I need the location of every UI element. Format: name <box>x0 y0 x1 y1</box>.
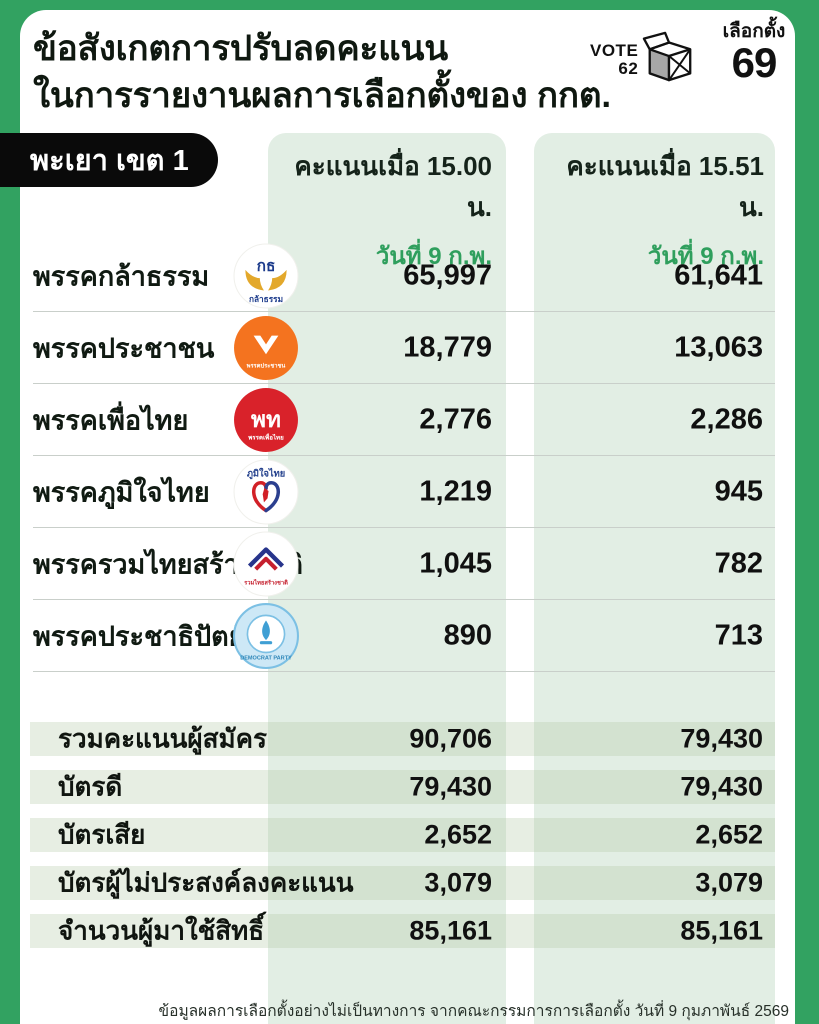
page-title-line1: ข้อสังเกตการปรับลดคะแนน <box>33 29 448 68</box>
vote62-logo: VOTE 62 <box>590 30 698 89</box>
summary-value-1551: 79,430 <box>680 771 763 802</box>
peoples-party-logo-icon: พรรคประชาชน <box>233 315 299 381</box>
svg-text:รวมไทยสร้างชาติ: รวมไทยสร้างชาติ <box>244 578 288 586</box>
united-thai-nation-party-logo-icon: รวมไทยสร้างชาติ <box>233 531 299 597</box>
score-1551: 782 <box>714 547 763 579</box>
summary-value-1500: 79,430 <box>409 771 492 802</box>
summary-label: บัตรเสีย <box>58 819 146 850</box>
summary-value-1551: 79,430 <box>680 723 763 754</box>
table-row-united-thai-nation: พรรครวมไทยสร้างชาติ รวมไทยสร้างชาติ 1,04… <box>33 528 775 600</box>
svg-text:DEMOCRAT PARTY: DEMOCRAT PARTY <box>240 655 292 661</box>
svg-text:พท: พท <box>251 406 281 432</box>
summary-row-valid-ballots: บัตรดี 79,430 79,430 <box>30 770 775 804</box>
column-header-1500-date: วันที่ 9 ก.พ. <box>375 243 492 270</box>
table-row-klatham: พรรคกล้าธรรม กธ กล้าธรรม 65,997 61,641 <box>33 240 775 312</box>
table-row-pheu-thai: พรรคเพื่อไทย พท พรรคเพื่อไทย 2,776 2,286 <box>33 384 775 456</box>
page-title-line2: ในการรายงานผลการเลือกตั้งของ กกต. <box>33 75 611 115</box>
svg-text:ภูมิใจไทย: ภูมิใจไทย <box>247 467 285 479</box>
score-1500: 2,776 <box>419 403 492 435</box>
table-row-democrat: พรรคประชาธิปัตย์ DEMOCRAT PARTY 890 713 <box>33 600 775 672</box>
party-name: พรรคเพื่อไทย <box>33 405 189 435</box>
vote62-word: VOTE <box>590 41 639 61</box>
summary-row-invalid-ballots: บัตรเสีย 2,652 2,652 <box>30 818 775 852</box>
party-name: พรรคประชาธิปัตย์ <box>33 621 245 651</box>
pheu-thai-party-logo-icon: พท พรรคเพื่อไทย <box>233 387 299 453</box>
summary-label: จำนวนผู้มาใช้สิทธิ์ <box>58 915 265 946</box>
score-1500: 1,045 <box>419 547 492 579</box>
party-rows: พรรคกล้าธรรม กธ กล้าธรรม 65,997 61,641 พ… <box>33 240 775 672</box>
summary-row-no-vote-ballots: บัตรผู้ไม่ประสงค์ลงคะแนน 3,079 3,079 <box>30 866 775 900</box>
page-title: ข้อสังเกตการปรับลดคะแนน ในการรายงานผลการ… <box>33 26 611 120</box>
vote62-number: 62 <box>618 58 639 78</box>
score-1500: 1,219 <box>419 475 492 507</box>
summary-value-1500: 3,079 <box>424 867 492 898</box>
election69-number: 69 <box>731 38 778 86</box>
ballot-box-icon <box>640 30 698 89</box>
score-1551: 945 <box>714 475 763 507</box>
column-header-1551-date: วันที่ 9 ก.พ. <box>647 243 764 270</box>
column-header-1500: คะแนนเมื่อ 15.00 น. วันที่ 9 ก.พ. <box>270 146 492 275</box>
summary-value-1551: 3,079 <box>695 867 763 898</box>
column-header-1500-title: คะแนนเมื่อ 15.00 น. <box>294 151 492 222</box>
table-row-peoples-party: พรรคประชาชน พรรคประชาชน 18,779 13,063 <box>33 312 775 384</box>
summary-label: รวมคะแนนผู้สมัคร <box>58 723 267 754</box>
bhumjaithai-party-logo-icon: ภูมิใจไทย <box>233 459 299 525</box>
summary-value-1500: 2,652 <box>424 819 492 850</box>
summary-label: บัตรดี <box>58 771 123 802</box>
svg-text:พรรคเพื่อไทย: พรรคเพื่อไทย <box>247 432 284 441</box>
summary-value-1500: 90,706 <box>409 723 492 754</box>
score-1551: 13,063 <box>674 331 763 363</box>
party-name: พรรคภูมิใจไทย <box>33 477 210 507</box>
summary-row-total-candidate-votes: รวมคะแนนผู้สมัคร 90,706 79,430 <box>30 722 775 756</box>
summary-value-1551: 85,161 <box>680 915 763 946</box>
summary-label: บัตรผู้ไม่ประสงค์ลงคะแนน <box>58 867 354 898</box>
party-name: พรรคประชาชน <box>33 333 215 363</box>
election69-logo: เลือกตั้ง 69 <box>716 21 792 86</box>
score-column-1500-band <box>268 133 506 1024</box>
vote62-wordmark: VOTE 62 <box>590 42 638 77</box>
score-1551: 61,641 <box>674 259 763 291</box>
score-1500: 18,779 <box>403 331 492 363</box>
column-header-1551-title: คะแนนเมื่อ 15.51 น. <box>566 151 764 222</box>
column-header-1551: คะแนนเมื่อ 15.51 น. วันที่ 9 ก.พ. <box>538 146 764 275</box>
score-1551: 713 <box>714 619 763 651</box>
source-note: ข้อมูลผลการเลือกตั้งอย่างไม่เป็นทางการ จ… <box>158 1003 789 1020</box>
constituency-badge: พะเยา เขต 1 <box>0 133 218 187</box>
score-1551: 2,286 <box>690 403 763 435</box>
klatham-party-logo-icon: กธ กล้าธรรม <box>233 243 299 309</box>
svg-text:พรรคประชาชน: พรรคประชาชน <box>247 361 286 369</box>
svg-text:กธ: กธ <box>257 257 276 274</box>
party-name: พรรคกล้าธรรม <box>33 261 210 291</box>
score-column-1551-band <box>534 133 775 1024</box>
score-1500: 890 <box>443 619 492 651</box>
svg-text:กล้าธรรม: กล้าธรรม <box>249 293 283 303</box>
score-1500: 65,997 <box>403 259 492 291</box>
table-row-bhumjaithai: พรรคภูมิใจไทย ภูมิใจไทย 1,219 945 <box>33 456 775 528</box>
summary-value-1551: 2,652 <box>695 819 763 850</box>
election69-word: เลือกตั้ง <box>722 21 786 42</box>
summary-row-turnout: จำนวนผู้มาใช้สิทธิ์ 85,161 85,161 <box>30 914 775 948</box>
summary-value-1500: 85,161 <box>409 915 492 946</box>
democrat-party-logo-icon: DEMOCRAT PARTY <box>233 602 299 669</box>
